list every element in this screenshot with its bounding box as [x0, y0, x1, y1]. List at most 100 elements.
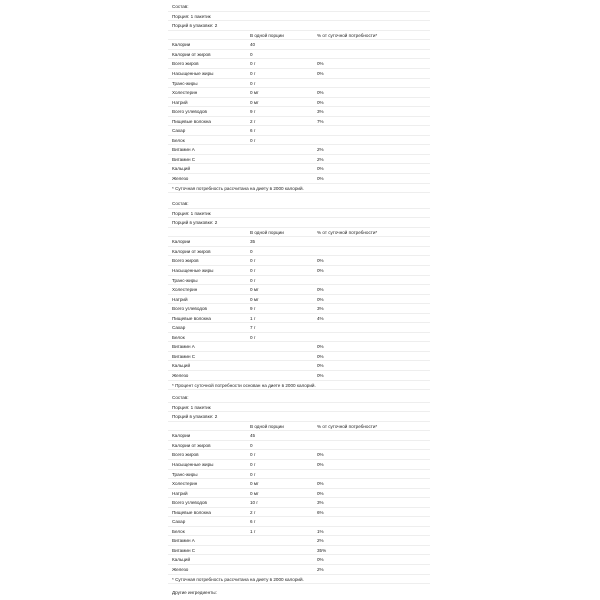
nutrient-amount: 40	[250, 42, 256, 48]
composition-row: Состав:	[168, 393, 430, 403]
table-row: Витамин C 0%	[168, 352, 430, 362]
nutrient-amount: 0 мг	[250, 481, 259, 487]
nutrient-daily-value: 0%	[317, 268, 324, 274]
table-row: Холестерин 0 мг 0%	[168, 88, 430, 98]
table-row: Пищевые волокна 1 г 4%	[168, 314, 430, 324]
table-row: Калории 40	[168, 40, 430, 50]
footnote-row: * Процент суточной потребности основан н…	[168, 381, 430, 391]
nutrient-name: Кальций	[172, 363, 191, 369]
nutrient-name: Витамин C	[172, 156, 196, 162]
nutrient-amount: 0 г	[250, 334, 256, 340]
nutrient-amount: 0 мг	[250, 296, 259, 302]
table-row: Сахар 7 г	[168, 323, 430, 333]
table-row: Калории от жиров 0	[168, 441, 430, 451]
nutrient-name: Пищевые волокна	[172, 509, 211, 515]
nutrient-name: Калории	[172, 433, 191, 439]
nutrient-daily-value: 0%	[317, 71, 324, 77]
table-row: Всего жиров 0 г 0%	[168, 256, 430, 267]
nutrient-daily-value: 1%	[317, 528, 324, 534]
table-row: Витамин C 35%	[168, 546, 430, 556]
table-row: Натрий 0 мг 0%	[168, 295, 430, 305]
composition-label: Состав:	[172, 4, 189, 10]
table-row: Кальций 0%	[168, 361, 430, 372]
nutrient-amount: 0 г	[250, 452, 256, 458]
nutrient-name: Транс-жиры	[172, 80, 198, 86]
nutrient-name: Железо	[172, 373, 189, 379]
nutrient-amount: 0 мг	[250, 287, 259, 293]
nutrient-amount: 0 г	[250, 277, 256, 283]
nutrient-amount: 9 г	[250, 306, 256, 312]
nutrient-name: Белок	[172, 334, 185, 340]
nutrient-amount: 0 г	[250, 61, 256, 67]
nutrient-amount: 0 г	[250, 462, 256, 468]
column-header-per-serving: В одной порции	[250, 32, 284, 38]
nutrient-amount: 0 г	[250, 471, 256, 477]
nutrient-name: Калории	[172, 239, 191, 245]
nutrient-name: Транс-жиры	[172, 471, 198, 477]
table-row: Кальций 0%	[168, 555, 430, 566]
nutrient-amount: 0 мг	[250, 99, 259, 105]
nutrient-amount: 9 г	[250, 109, 256, 115]
nutrition-table: Состав: Порция: 1 пакетик Порций в упаковк…	[168, 199, 430, 391]
table-row: Всего углеводов 10 г 3%	[168, 498, 430, 508]
nutrient-amount: 6 г	[250, 128, 256, 134]
nutrient-name: Витамин A	[172, 344, 195, 350]
nutrient-name: Калории от жиров	[172, 248, 211, 254]
nutrient-name: Витамин A	[172, 147, 195, 153]
nutrient-daily-value: 0%	[317, 490, 324, 496]
nutrient-amount: 10 г	[250, 500, 259, 506]
table-row: Натрий 0 мг 0%	[168, 489, 430, 499]
nutrient-name: Холестерин	[172, 481, 198, 487]
nutrient-name: Белок	[172, 528, 185, 534]
nutrient-amount: 2 г	[250, 509, 256, 515]
nutrient-daily-value: 0%	[317, 452, 324, 458]
table-row: Витамин C 2%	[168, 155, 430, 165]
nutrient-amount: 1 г	[250, 528, 256, 534]
nutrient-amount: 0	[250, 248, 253, 254]
footnote-row: * Суточная потребность рассчитана на дие…	[168, 575, 430, 585]
nutrient-name: Витамин A	[172, 538, 195, 544]
table-row: Холестерин 0 мг 0%	[168, 285, 430, 295]
servings-per-pack-row: Порций в упаковке: 2	[168, 218, 430, 228]
table-row: Сахар 6 г	[168, 517, 430, 527]
nutrient-daily-value: 2%	[317, 538, 324, 544]
nutrient-name: Транс-жиры	[172, 277, 198, 283]
nutrient-name: Витамин C	[172, 353, 196, 359]
nutrient-name: Калории	[172, 42, 191, 48]
nutrient-amount: 45	[250, 433, 256, 439]
table-row: Железо 0%	[168, 174, 430, 184]
nutrient-name: Всего жиров	[172, 452, 199, 458]
table-row: Белок 0 г	[168, 333, 430, 343]
table-header: В одной порции % от суточной потребности*	[168, 422, 430, 432]
footnote: * Суточная потребность рассчитана на дие…	[172, 576, 304, 582]
servings-per-pack-row: Порций в упаковке: 2	[168, 412, 430, 422]
nutrient-amount: 0 г	[250, 258, 256, 264]
servings-per-pack: Порций в упаковке: 2	[172, 414, 218, 420]
nutrient-name: Натрий	[172, 99, 188, 105]
nutrient-daily-value: 0%	[317, 344, 324, 350]
table-row: Транс-жиры 0 г	[168, 276, 430, 286]
nutrient-daily-value: 0%	[317, 481, 324, 487]
table-row: Всего углеводов 9 г 3%	[168, 304, 430, 314]
nutrient-daily-value: 2%	[317, 147, 324, 153]
serving-row: Порция: 1 пакетик	[168, 403, 430, 413]
nutrient-name: Пищевые волокна	[172, 118, 211, 124]
nutrient-daily-value: 7%	[317, 118, 324, 124]
table-row: Холестерин 0 мг 0%	[168, 479, 430, 489]
nutrient-amount: 0	[250, 442, 253, 448]
nutrient-amount: 0 г	[250, 268, 256, 274]
table-row: Насыщенные жиры 0 г 0%	[168, 266, 430, 276]
nutrient-name: Витамин C	[172, 547, 196, 553]
nutrient-name: Калории от жиров	[172, 442, 211, 448]
nutrient-name: Сахар	[172, 325, 186, 331]
nutrient-daily-value: 2%	[317, 156, 324, 162]
table-row: Всего углеводов 9 г 3%	[168, 107, 430, 117]
composition-label: Состав:	[172, 201, 189, 207]
nutrient-name: Холестерин	[172, 90, 198, 96]
composition-label: Состав:	[172, 395, 189, 401]
serving-size: Порция: 1 пакетик	[172, 210, 211, 216]
nutrient-daily-value: 0%	[317, 176, 324, 182]
table-row: Калории 45	[168, 431, 430, 441]
column-header-per-serving: В одной порции	[250, 229, 284, 235]
table-row: Транс-жиры 0 г	[168, 79, 430, 89]
